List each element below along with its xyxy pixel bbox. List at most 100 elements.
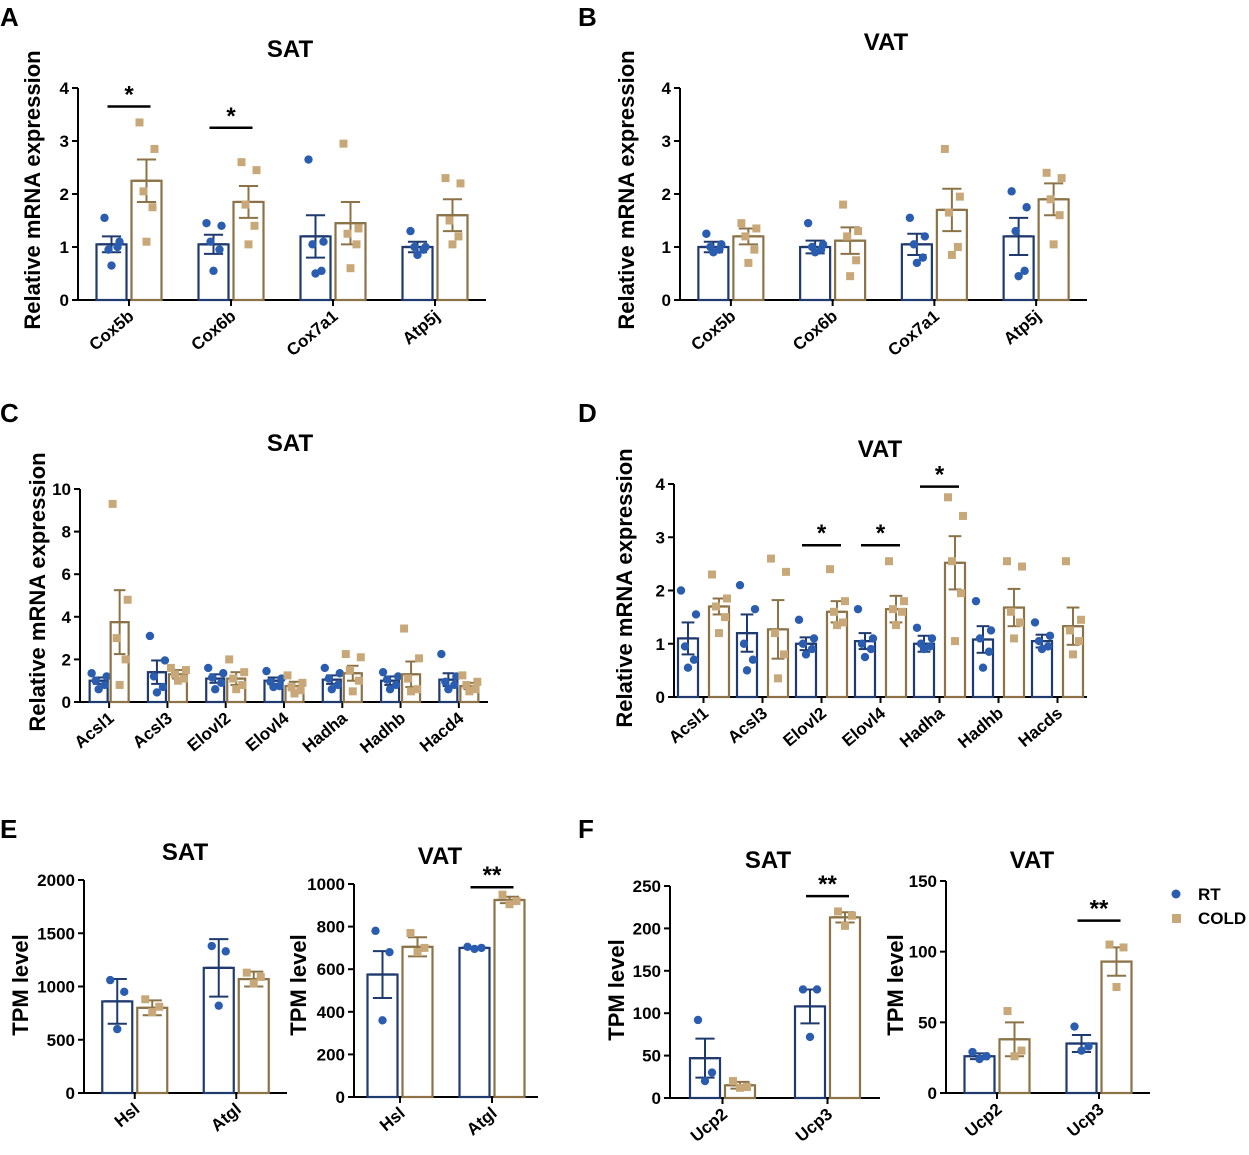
data-point-rt xyxy=(1007,187,1016,196)
data-point-cold xyxy=(744,258,753,267)
significance-label: * xyxy=(124,82,134,109)
data-point-rt xyxy=(304,155,313,164)
data-point-cold xyxy=(1062,557,1070,566)
data-point-cold xyxy=(512,897,521,906)
bar-cold-atgl xyxy=(237,977,270,1095)
data-point-rt xyxy=(912,623,922,632)
y-axis-label: Relative mRNA expression xyxy=(25,452,50,731)
data-point-cold xyxy=(736,1083,744,1092)
data-point-rt xyxy=(320,663,329,673)
chart-A: SAT Relative mRNA expression 0 1 2 3 4 Cox5b Cox… xyxy=(20,36,486,360)
x-tick-label-ucp2: Ucp2 xyxy=(687,1105,731,1146)
data-point-cold xyxy=(1042,168,1051,177)
data-point-cold xyxy=(341,650,350,659)
data-point-rt xyxy=(106,975,115,985)
chart-title: VAT xyxy=(864,29,909,56)
significance-label: * xyxy=(876,520,886,547)
data-point-rt xyxy=(798,985,808,994)
x-tick-label-elovl4: Elovl4 xyxy=(838,703,889,750)
y-tick-label: 50 xyxy=(642,1047,661,1066)
data-point-cold xyxy=(885,557,893,566)
data-point-cold xyxy=(454,232,463,241)
data-point-cold xyxy=(505,900,514,909)
y-tick-label: 100 xyxy=(633,1004,661,1023)
data-point-rt xyxy=(1014,271,1023,281)
data-point-cold xyxy=(356,653,365,662)
data-point-cold xyxy=(413,685,422,694)
data-point-rt xyxy=(206,237,215,246)
data-point-rt xyxy=(221,947,230,956)
data-point-cold xyxy=(473,677,482,686)
data-point-rt xyxy=(160,656,170,665)
x-tick-label-elovl2: Elovl2 xyxy=(184,709,235,756)
x-tick-label-hadhb: Hadhb xyxy=(954,704,1007,753)
data-point-rt xyxy=(1037,644,1047,654)
data-point-rt xyxy=(742,666,752,675)
significance-label: * xyxy=(226,103,236,130)
y-tick-label: 800 xyxy=(317,918,345,937)
data-point-cold xyxy=(123,595,132,604)
data-point-cold xyxy=(841,921,849,930)
data-point-cold xyxy=(242,968,251,977)
data-point-cold xyxy=(148,1008,157,1017)
data-point-rt xyxy=(385,947,394,957)
data-point-cold xyxy=(456,179,465,188)
y-tick-label: 100 xyxy=(909,943,937,962)
y-tick-label: 4 xyxy=(60,79,70,98)
x-tick-label-hsl: Hsl xyxy=(111,1100,143,1132)
data-point-rt xyxy=(735,580,745,590)
data-point-rt xyxy=(909,240,919,249)
data-point-cold xyxy=(1069,650,1077,659)
data-point-rt xyxy=(419,245,428,254)
data-point-rt xyxy=(905,213,915,223)
data-point-rt xyxy=(748,655,758,664)
data-point-cold xyxy=(1046,195,1055,204)
data-point-cold xyxy=(1003,557,1011,566)
panel-letter-A: A xyxy=(0,2,19,32)
chart-title: SAT xyxy=(267,36,314,63)
data-point-cold xyxy=(767,554,775,563)
significance-label: * xyxy=(935,462,945,489)
data-point-rt xyxy=(319,237,328,246)
data-point-rt xyxy=(750,604,760,614)
data-point-rt xyxy=(391,680,401,690)
panel-letter-C: C xyxy=(0,398,19,428)
data-point-cold xyxy=(940,144,949,153)
legend-marker-rt xyxy=(1171,889,1181,899)
x-tick-label-cox7a1: Cox7a1 xyxy=(884,307,943,360)
data-point-rt xyxy=(920,232,930,241)
data-point-cold xyxy=(241,200,250,209)
data-point-rt xyxy=(975,634,985,643)
bar-cold-hsl xyxy=(136,1006,169,1095)
data-point-rt xyxy=(986,626,996,635)
y-tick-label: 2000 xyxy=(37,871,75,890)
data-point-cold xyxy=(846,272,855,281)
x-tick-label-ucp3: Ucp3 xyxy=(1064,1100,1108,1141)
data-point-rt xyxy=(805,1032,815,1042)
x-tick-label-hacd4: Hacd4 xyxy=(416,708,468,756)
data-point-rt xyxy=(857,639,867,648)
data-point-rt xyxy=(975,1054,984,1064)
data-point-cold xyxy=(441,174,450,183)
data-point-rt xyxy=(689,655,699,664)
data-point-cold xyxy=(752,224,761,233)
data-point-cold xyxy=(225,655,234,664)
data-point-cold xyxy=(1049,240,1058,249)
y-tick-label: 4 xyxy=(656,475,666,494)
data-point-rt xyxy=(378,667,388,677)
data-point-cold xyxy=(413,948,422,957)
data-point-cold xyxy=(944,493,952,502)
data-point-rt xyxy=(406,226,415,236)
data-point-rt xyxy=(1045,631,1055,640)
data-point-cold xyxy=(354,676,363,685)
bar-cold-ucp3 xyxy=(828,916,862,1100)
data-point-rt xyxy=(968,1047,977,1057)
data-point-cold xyxy=(400,624,409,633)
data-point-rt xyxy=(441,677,450,686)
y-tick-label: 4 xyxy=(662,79,672,98)
data-point-rt xyxy=(311,269,320,278)
bar-rt-atgl xyxy=(458,946,491,1099)
data-point-rt xyxy=(702,229,711,238)
data-point-rt xyxy=(87,669,96,678)
